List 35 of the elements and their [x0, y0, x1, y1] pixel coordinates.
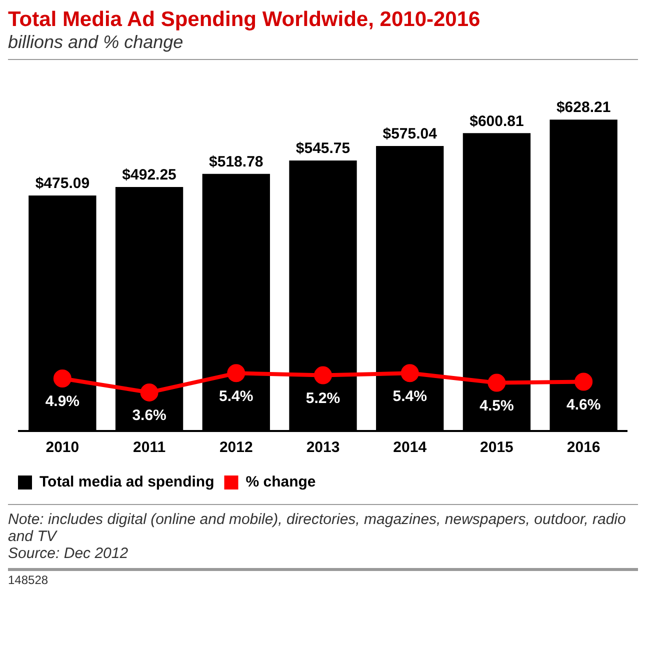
point [53, 370, 72, 388]
data-label: $600.81 [470, 112, 524, 130]
point [227, 364, 246, 382]
x-tick-label: 2016 [566, 439, 600, 456]
source-note: Source: Dec 2012 [8, 545, 130, 562]
x-tick-label: 2014 [393, 439, 428, 456]
data-label: 4.5% [480, 397, 514, 414]
data-label: $628.21 [556, 99, 611, 116]
text: 148528 [8, 568, 638, 587]
data-label: $492.25 [122, 166, 176, 184]
data-label: $475.09 [35, 175, 90, 192]
x-tick-label: 2015 [480, 439, 514, 456]
point [488, 374, 506, 392]
x-tick-label: 2012 [219, 439, 253, 456]
data-label: 3.6% [132, 407, 166, 424]
point [140, 383, 158, 402]
data-label: 5.4% [219, 388, 254, 405]
data-label: $575.04 [382, 126, 438, 143]
point [314, 366, 332, 384]
point [574, 372, 593, 391]
text: Note: includes digital (online and mobile), directories, magazines, newspapers, outdoor, radio and TV [8, 511, 627, 545]
data-label: 5.4% [392, 388, 427, 405]
chart-subtitle: billions and % change [8, 32, 638, 60]
data-label: 4.6% [566, 396, 601, 414]
x-tick-label: 2011 [133, 439, 166, 456]
legend-label: % change [246, 474, 316, 491]
data-label: $518.78 [209, 153, 264, 170]
x-tick-label: 2013 [306, 439, 340, 456]
data-label: 5.2% [306, 390, 340, 407]
chart-title: Total Media Ad Spending Worldwide, 2010-2016 [8, 8, 482, 32]
point [400, 364, 419, 382]
x-tick-label: 2010 [46, 439, 80, 456]
legend-label: Total media ad spending [40, 474, 214, 491]
data-label: 4.9% [45, 393, 80, 410]
data-label: $545.75 [296, 140, 350, 158]
